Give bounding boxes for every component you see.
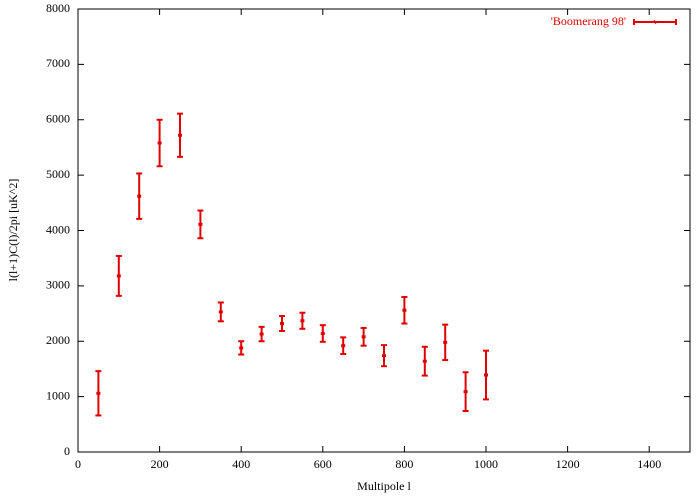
x-tick-label: 400 (232, 457, 250, 471)
point (382, 354, 386, 358)
point (178, 133, 182, 137)
legend-label: 'Boomerang 98' (551, 14, 626, 28)
x-tick-label: 1400 (637, 457, 661, 471)
y-axis-label: l(l+1)C(l)/2pi [uK^2] (6, 179, 20, 282)
y-tick-label: 0 (64, 444, 70, 458)
point (443, 340, 448, 344)
y-tick-label: 1000 (46, 388, 70, 402)
legend-swatch (633, 19, 677, 25)
x-axis-label: Multipole l (357, 479, 411, 493)
point (422, 359, 427, 363)
point (259, 332, 264, 336)
x-tick-label: 1000 (474, 457, 498, 471)
point (157, 141, 162, 145)
y-tick-label: 8000 (46, 1, 70, 15)
x-tick-label: 0 (75, 457, 81, 471)
x-tick-label: 200 (151, 457, 169, 471)
point (361, 335, 366, 339)
point (96, 391, 101, 395)
point (320, 331, 325, 335)
y-tick-label: 3000 (46, 278, 70, 292)
point (137, 194, 142, 198)
point (300, 319, 305, 323)
point (463, 390, 468, 394)
point (484, 373, 488, 377)
x-tick-label: 600 (314, 457, 332, 471)
plot-frame (77, 8, 691, 453)
y-tick-label: 6000 (46, 112, 70, 126)
y-tick-label: 2000 (46, 333, 70, 347)
point (218, 310, 223, 314)
point (239, 346, 244, 350)
point (198, 222, 203, 226)
point (341, 344, 346, 348)
y-tick-label: 4000 (46, 222, 70, 236)
point (402, 308, 407, 312)
x-tick-label: 1200 (556, 457, 580, 471)
x-tick-label: 800 (395, 457, 413, 471)
point (116, 274, 121, 278)
y-tick-label: 5000 (46, 167, 70, 181)
point (280, 322, 284, 326)
y-tick-label: 7000 (46, 56, 70, 70)
